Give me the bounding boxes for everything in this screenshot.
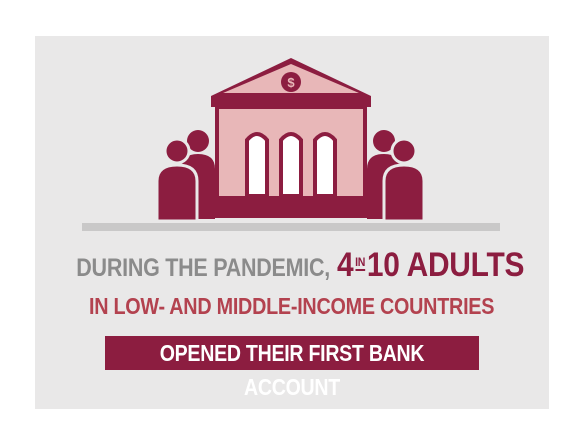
illustration: $: [155, 58, 426, 223]
infographic-card: $ DURING THE PANDEMIC, 4 IN10 ADULTS IN L…: [35, 36, 549, 409]
headline-prefix: DURING THE PANDEMIC,: [76, 254, 330, 282]
banner-text: OPENED THEIR FIRST BANK ACCOUNT: [159, 340, 425, 400]
headline-stat: 4 IN10 ADULTS: [337, 248, 524, 283]
stat-in: IN: [354, 255, 365, 271]
divider-line: [82, 223, 500, 231]
highlight-banner: OPENED THEIR FIRST BANK ACCOUNT: [105, 336, 479, 400]
people-group-left-icon: [155, 130, 215, 223]
dollar-sign-icon: $: [281, 72, 301, 92]
stat-suffix: 10 ADULTS: [366, 246, 524, 284]
stat-number: 4: [336, 246, 354, 284]
headline-line-2: IN LOW- AND MIDDLE-INCOME COUNTRIES: [35, 291, 549, 321]
people-group-right-icon: [367, 130, 426, 223]
dollar-sign-glyph: $: [287, 75, 295, 90]
headline-line-1: DURING THE PANDEMIC, 4 IN10 ADULTS: [35, 248, 549, 285]
headline-line-2-text: IN LOW- AND MIDDLE-INCOME COUNTRIES: [89, 293, 495, 319]
